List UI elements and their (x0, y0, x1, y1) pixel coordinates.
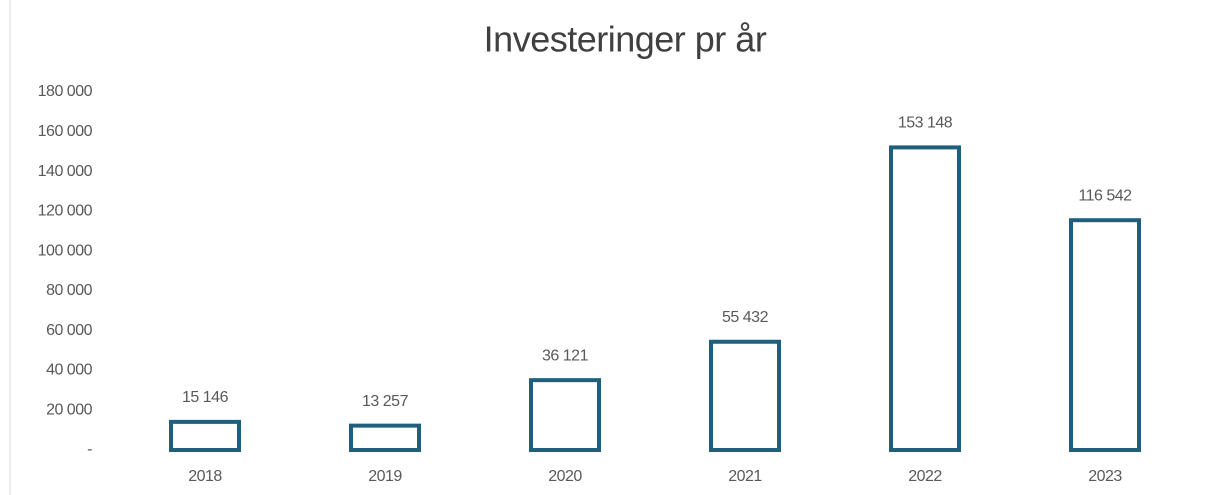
y-tick-label: 100 000 (38, 242, 93, 259)
bar (709, 339, 781, 453)
bar (529, 378, 601, 452)
value-label: 153 148 (898, 115, 953, 132)
y-tick-label: 160 000 (38, 123, 93, 140)
x-tick-label: 2022 (908, 468, 942, 485)
y-tick-label: 60 000 (46, 322, 93, 339)
y-tick-label: 20 000 (46, 401, 93, 418)
x-tick-label: 2023 (1088, 468, 1122, 485)
bar (889, 145, 961, 452)
value-label: 15 146 (182, 389, 229, 406)
y-tick-label: 140 000 (38, 163, 93, 180)
value-label: 116 542 (1078, 187, 1132, 204)
y-tick-label: 80 000 (46, 282, 93, 299)
x-tick-label: 2021 (728, 468, 762, 485)
bar (349, 423, 421, 452)
chart-title: Investeringer pr år (484, 19, 767, 60)
y-tick-label: 180 000 (38, 83, 93, 100)
bar (169, 419, 241, 452)
value-label: 13 257 (362, 393, 409, 410)
value-label: 36 121 (542, 347, 589, 364)
bar (1069, 218, 1141, 452)
value-label: 55 432 (722, 309, 769, 326)
y-tick-label: 120 000 (38, 203, 93, 220)
x-tick-label: 2019 (368, 468, 402, 485)
x-tick-label: 2020 (548, 468, 582, 485)
y-tick-label: - (87, 441, 92, 458)
y-tick-label: 40 000 (46, 362, 93, 379)
x-tick-label: 2018 (188, 468, 222, 485)
